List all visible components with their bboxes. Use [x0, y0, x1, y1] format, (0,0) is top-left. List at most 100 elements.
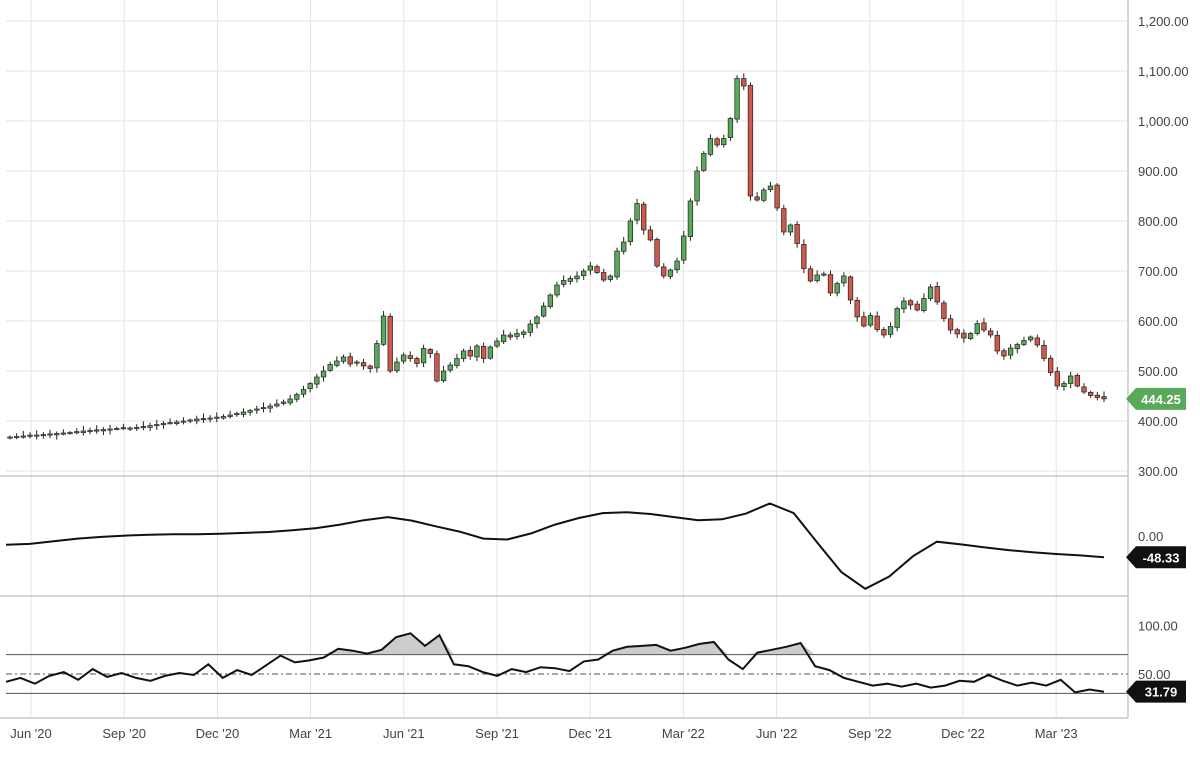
price-tick-label: 400.00 — [1138, 414, 1178, 429]
candle-body — [87, 430, 93, 433]
candle-body — [487, 346, 493, 359]
candle-body — [761, 189, 767, 201]
candle-body — [160, 423, 167, 426]
candle-body — [794, 224, 800, 244]
candle-body — [1047, 357, 1054, 373]
candle-body — [427, 349, 433, 354]
candle-body — [500, 334, 507, 342]
candle-body — [474, 345, 480, 358]
rsi-line — [5, 632, 1105, 694]
candle-body — [747, 85, 754, 197]
candle-body — [34, 434, 40, 437]
candle-body — [614, 250, 620, 278]
candle-body — [1094, 394, 1100, 398]
candle-body — [1041, 344, 1047, 359]
candle-body — [454, 358, 460, 366]
candle-body — [654, 239, 660, 267]
candle-body — [1074, 375, 1080, 387]
x-tick-label: Jun '20 — [10, 726, 52, 741]
oscillator-last-value-tag — [1126, 546, 1186, 569]
candle-body — [420, 348, 427, 364]
oscillator-tick-label: 0.00 — [1138, 529, 1163, 544]
candle-body — [507, 334, 513, 338]
x-tick-label: Mar '21 — [289, 726, 332, 741]
candle-body — [781, 208, 787, 233]
oscillator-line — [5, 502, 1105, 590]
candle-body — [1067, 375, 1074, 384]
candle-body — [581, 270, 587, 277]
candle-body — [607, 275, 614, 280]
candle-body — [187, 419, 193, 422]
price-tick-label: 1,000.00 — [1138, 114, 1189, 129]
candle-body — [1101, 396, 1107, 400]
candle-body — [554, 284, 560, 296]
candle-body — [287, 398, 293, 404]
candle-body — [7, 436, 13, 439]
candle-body — [54, 433, 60, 436]
candle-body — [907, 300, 914, 306]
candle-body — [787, 224, 794, 233]
candle-body — [467, 350, 473, 357]
candle-body — [134, 427, 140, 430]
candle-body — [934, 286, 940, 303]
candle-body — [207, 417, 213, 420]
candle-body — [67, 432, 73, 435]
rsi-panel — [5, 632, 1128, 694]
candle-body — [621, 241, 627, 252]
candle-body — [1061, 383, 1067, 387]
candle-body — [1007, 347, 1014, 356]
candle-body — [1034, 337, 1040, 346]
oscillator-panel — [5, 502, 1105, 590]
candle-body — [1021, 340, 1027, 345]
candle-body — [1054, 371, 1060, 387]
candle-body — [1014, 344, 1020, 349]
candle-body — [814, 274, 820, 282]
price-tick-label: 600.00 — [1138, 314, 1178, 329]
candle-body — [574, 275, 580, 280]
candle-body — [914, 303, 920, 311]
candle-body — [867, 315, 874, 326]
candle-body — [434, 353, 440, 382]
candle-body — [240, 411, 247, 415]
oscillator-last-value-label: -48.33 — [1143, 550, 1180, 565]
price-tick-label: 1,100.00 — [1138, 64, 1189, 79]
candle-body — [360, 362, 367, 367]
rsi-tick-label: 50.00 — [1138, 667, 1171, 682]
candle-body — [47, 433, 53, 436]
candle-body — [601, 272, 607, 281]
candle-body — [194, 418, 200, 422]
rsi-overbought-area — [6, 633, 1104, 655]
candle-body — [314, 376, 320, 385]
candle-body — [627, 220, 634, 243]
candle-body — [140, 426, 147, 429]
candle-body — [881, 329, 887, 336]
candle-body — [774, 184, 780, 209]
candle-body — [494, 340, 500, 347]
candle-body — [634, 203, 640, 221]
x-tick-label: Jun '21 — [383, 726, 425, 741]
candle-body — [280, 401, 287, 404]
candle-body — [1001, 350, 1007, 357]
candle-body — [460, 350, 467, 359]
candle-body — [647, 229, 654, 241]
candle-body — [27, 434, 33, 437]
candle-body — [707, 138, 714, 155]
candle-body — [687, 200, 694, 237]
candle-body — [154, 424, 160, 427]
axis-layer: Jun '20 Sep '20 Dec '20 Mar '21 Jun '21 Sep '… — [10, 14, 1188, 741]
candle-body — [387, 315, 393, 372]
x-tick-label: Sep '21 — [475, 726, 519, 741]
candle-body — [694, 170, 700, 202]
candle-body — [701, 153, 707, 171]
x-tick-label: Dec '22 — [941, 726, 985, 741]
candle-body — [400, 354, 407, 362]
candle-body — [214, 416, 220, 419]
candle-body — [334, 360, 340, 366]
candle-body — [307, 383, 313, 389]
candle-body — [220, 416, 227, 419]
price-last-value-label: 444.25 — [1141, 392, 1181, 407]
candle-body — [1081, 386, 1087, 393]
candle-body — [667, 269, 674, 277]
